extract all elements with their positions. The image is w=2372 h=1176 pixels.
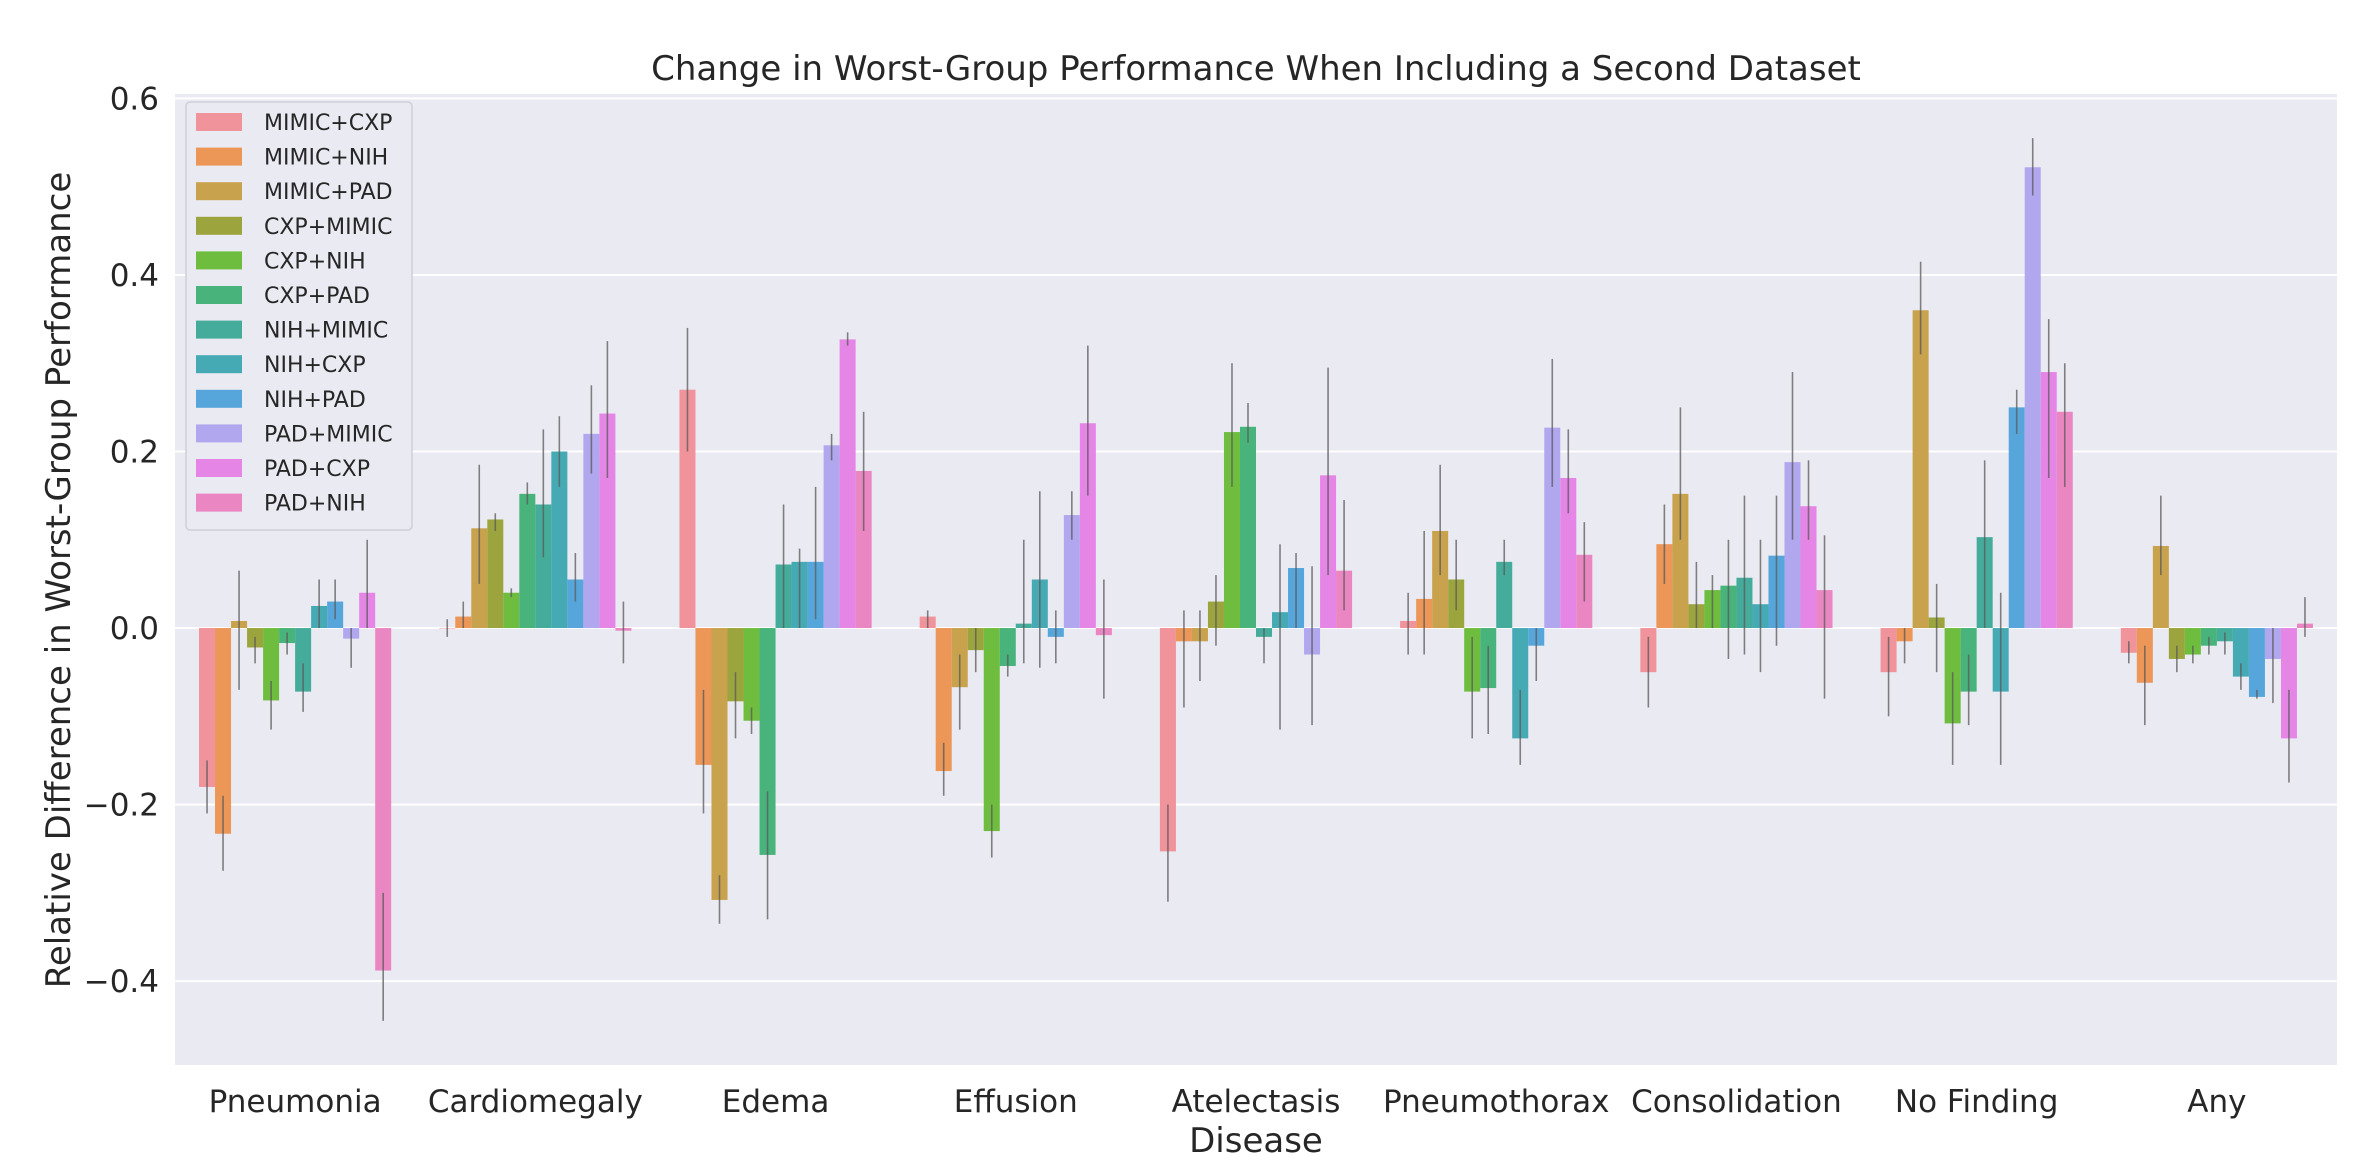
bar <box>711 628 728 900</box>
legend-swatch <box>196 389 242 408</box>
bar <box>1544 427 1561 629</box>
bar <box>1063 515 1080 629</box>
legend-label: MIMIC+CXP <box>264 111 392 136</box>
bar <box>679 389 696 629</box>
y-axis-label: Relative Difference in Worst-Group Perfo… <box>39 172 79 989</box>
x-tick-label: Edema <box>722 1084 830 1120</box>
x-tick-label: Pneumothorax <box>1383 1084 1610 1120</box>
legend-swatch <box>196 355 242 374</box>
bar <box>583 433 600 629</box>
bar <box>1912 310 1929 629</box>
legend-label: NIH+PAD <box>264 388 366 413</box>
bar <box>263 628 280 701</box>
bar <box>375 628 392 971</box>
bar <box>839 339 856 629</box>
legend-swatch <box>196 182 242 201</box>
bar <box>2056 411 2073 629</box>
y-tick-label: 0.2 <box>110 435 159 471</box>
legend-label: PAD+CXP <box>264 457 370 482</box>
legend: MIMIC+CXP MIMIC+NIH MIMIC+PAD CXP+MIMIC CXP+… <box>185 101 413 531</box>
legend-swatch <box>196 286 242 304</box>
bar <box>2152 545 2169 629</box>
bar <box>215 628 232 834</box>
legend-swatch <box>196 113 242 131</box>
bar <box>1512 628 1529 739</box>
legend-swatch <box>196 424 242 443</box>
chart-title: Change in Worst-Group Performance When I… <box>651 49 1861 89</box>
legend-label: CXP+MIMIC <box>264 215 392 240</box>
bar <box>2120 628 2137 653</box>
legend-label: MIMIC+PAD <box>264 180 393 205</box>
bar <box>2040 372 2057 629</box>
y-tick-label: 0.4 <box>110 258 159 294</box>
y-tick-label: −0.2 <box>84 788 159 824</box>
bar <box>2168 628 2185 659</box>
bar <box>199 628 216 787</box>
y-tick-label: 0.6 <box>110 81 159 117</box>
x-tick-label: Effusion <box>954 1084 1078 1120</box>
bar <box>2008 407 2025 629</box>
legend-label: MIMIC+NIH <box>264 146 388 171</box>
bar <box>1159 628 1176 852</box>
bar <box>823 445 840 629</box>
y-axis-ticks: −0.4 −0.2 0.0 0.2 0.4 0.6 <box>84 81 159 1000</box>
bar <box>567 579 584 629</box>
bar <box>983 628 1000 832</box>
bar <box>1656 544 1673 629</box>
bar <box>1223 432 1240 629</box>
legend-label: NIH+CXP <box>264 353 366 378</box>
bar <box>727 628 744 702</box>
legend-box <box>185 101 413 531</box>
x-tick-label: No Finding <box>1895 1084 2058 1120</box>
bar <box>1239 426 1256 629</box>
legend-swatch <box>196 493 242 512</box>
y-tick-label: 0.0 <box>110 611 159 647</box>
bar <box>1784 462 1801 629</box>
bar <box>503 592 520 629</box>
x-tick-label: Atelectasis <box>1172 1084 1341 1120</box>
legend-swatch <box>196 251 242 270</box>
bar <box>1432 530 1449 629</box>
x-tick-label: Consolidation <box>1631 1084 1842 1120</box>
legend-label: CXP+NIH <box>264 249 366 274</box>
bar <box>1079 423 1096 629</box>
legend-swatch <box>196 216 242 235</box>
legend-label: PAD+MIMIC <box>264 422 393 447</box>
x-tick-label: Any <box>2187 1084 2246 1120</box>
bar <box>295 628 312 692</box>
legend-label: NIH+MIMIC <box>264 319 388 344</box>
y-tick-label: −0.4 <box>84 964 159 1000</box>
bar <box>2024 167 2041 629</box>
bar <box>1800 506 1817 629</box>
bar <box>2280 628 2297 739</box>
bar <box>2232 628 2249 677</box>
bar <box>2248 628 2265 697</box>
bar <box>935 628 952 772</box>
legend-swatch <box>196 320 242 339</box>
bar <box>743 628 760 721</box>
bar <box>759 628 776 855</box>
legend-label: CXP+PAD <box>264 284 370 309</box>
x-axis-ticks: Pneumonia Cardiomegaly Edema Effusion Atelec… <box>209 1084 2247 1120</box>
bar <box>599 413 616 629</box>
bar <box>1496 561 1513 629</box>
legend-swatch <box>196 147 242 166</box>
bar <box>2184 628 2201 655</box>
bar <box>999 628 1016 667</box>
x-tick-label: Pneumonia <box>209 1084 382 1120</box>
bar <box>1672 493 1689 629</box>
x-axis-label: Disease <box>1189 1121 1323 1161</box>
bar <box>855 470 872 629</box>
bar <box>535 504 552 629</box>
bar <box>551 451 568 629</box>
bar <box>487 519 504 629</box>
legend-label: PAD+NIH <box>264 492 366 517</box>
legend-swatch <box>196 459 242 477</box>
bar <box>519 493 536 629</box>
x-tick-label: Cardiomegaly <box>428 1084 643 1120</box>
bar <box>1560 477 1577 629</box>
error-bars <box>206 138 2306 1021</box>
